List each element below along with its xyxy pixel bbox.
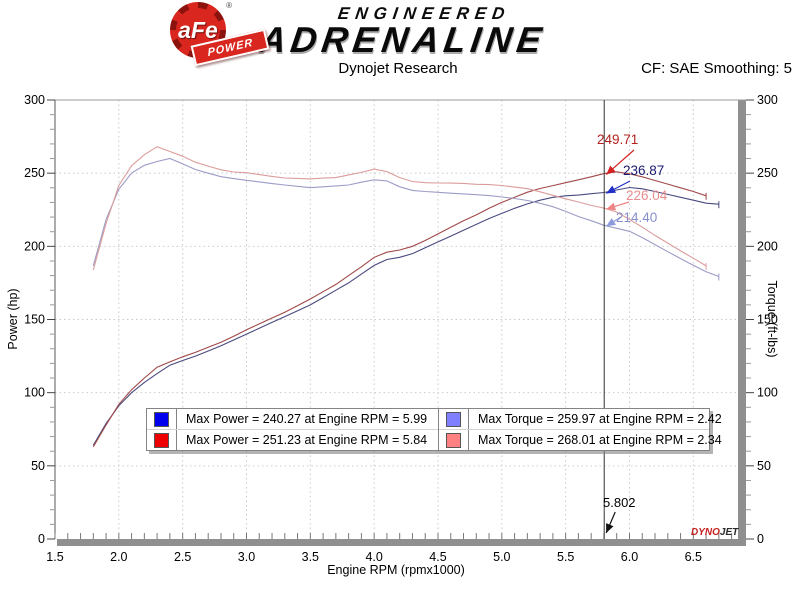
svg-text:250: 250 [24, 166, 45, 180]
legend-item-max-power-blue: Max Power = 240.27 at Engine RPM = 5.99 [147, 409, 438, 430]
svg-text:2.0: 2.0 [110, 550, 127, 564]
svg-text:1.5: 1.5 [46, 550, 63, 564]
svg-text:50: 50 [31, 459, 45, 473]
cursor-rpm-label[interactable]: 5.802 [603, 495, 636, 510]
svg-text:300: 300 [24, 93, 45, 107]
legend-swatch-salmon [446, 432, 461, 448]
cursor-value-torque-purple: 214.40 [616, 210, 658, 225]
cursor-value-torque-salmon: 226.04 [626, 188, 668, 203]
legend-box: Max Power = 240.27 at Engine RPM = 5.99 … [146, 408, 722, 451]
svg-text:200: 200 [757, 239, 778, 253]
legend-torque-column: Max Torque = 259.97 at Engine RPM = 2.42… [438, 409, 722, 450]
curve-power_blue [92, 186, 719, 446]
afe-logo-text: aFe [178, 16, 218, 43]
svg-text:50: 50 [757, 459, 771, 473]
brand-logo: aFe ® POWER ENGINEERED ADRENALINE [0, 0, 800, 67]
svg-text:250: 250 [757, 166, 778, 180]
dynojet-watermark: DYNOJET [691, 527, 739, 538]
svg-text:0: 0 [38, 532, 45, 546]
left-axis-title: Power (hp) [6, 288, 20, 350]
right-axis-title: Torque (ft-lbs) [765, 280, 779, 358]
cursor-value-power-blue: 236.87 [623, 163, 665, 178]
legend-item-max-torque-purple: Max Torque = 259.97 at Engine RPM = 2.42 [439, 409, 722, 430]
svg-text:5.5: 5.5 [557, 550, 574, 564]
svg-text:4.5: 4.5 [429, 550, 446, 564]
svg-text:3.5: 3.5 [302, 550, 319, 564]
legend-label: Max Torque = 259.97 at Engine RPM = 2.42 [478, 412, 722, 426]
legend-label: Max Torque = 268.01 at Engine RPM = 2.34 [478, 433, 722, 447]
legend-item-max-torque-salmon: Max Torque = 268.01 at Engine RPM = 2.34 [439, 430, 722, 450]
axis-tick-labels: 1.5 2.0 2.5 3.0 3.5 4.0 4.5 5.0 5.5 6.0 6.5 0 50 100 1… [24, 93, 778, 564]
svg-text:300: 300 [757, 93, 778, 107]
svg-text:5.0: 5.0 [493, 550, 510, 564]
legend-label: Max Power = 251.23 at Engine RPM = 5.84 [186, 433, 428, 447]
svg-text:0: 0 [757, 532, 764, 546]
legend-swatch-blue [154, 411, 169, 427]
callout-arrows [605, 149, 635, 534]
svg-text:150: 150 [24, 313, 45, 327]
svg-text:100: 100 [757, 386, 778, 400]
svg-text:150: 150 [757, 313, 778, 327]
legend-label: Max Power = 240.27 at Engine RPM = 5.99 [186, 412, 428, 426]
curve-power_red [92, 171, 707, 448]
svg-text:3.0: 3.0 [238, 550, 255, 564]
plot-gridlines [55, 100, 746, 539]
legend-power-column: Max Power = 240.27 at Engine RPM = 5.99 … [147, 409, 438, 450]
legend-swatch-purple [446, 411, 461, 427]
svg-text:2.5: 2.5 [174, 550, 191, 564]
registered-mark: ® [226, 1, 232, 10]
svg-text:6.0: 6.0 [621, 550, 638, 564]
legend-swatch-red [154, 432, 169, 448]
cursor-value-power-red: 249.71 [597, 132, 639, 147]
smoothing-label: CF: SAE Smoothing: 5 [641, 60, 792, 77]
svg-text:4.0: 4.0 [365, 550, 382, 564]
svg-text:6.5: 6.5 [685, 550, 702, 564]
legend-item-max-power-red: Max Power = 251.23 at Engine RPM = 5.84 [147, 430, 438, 450]
curve-torque_purple [92, 157, 720, 278]
chart-title: Dynojet Research [338, 60, 458, 77]
afe-power-logo-icon: aFe ® [170, 1, 232, 58]
x-axis-title: Engine RPM (rpmx1000) [327, 563, 465, 577]
axis-ticks [47, 99, 754, 540]
svg-text:100: 100 [24, 386, 45, 400]
svg-text:200: 200 [24, 239, 45, 253]
